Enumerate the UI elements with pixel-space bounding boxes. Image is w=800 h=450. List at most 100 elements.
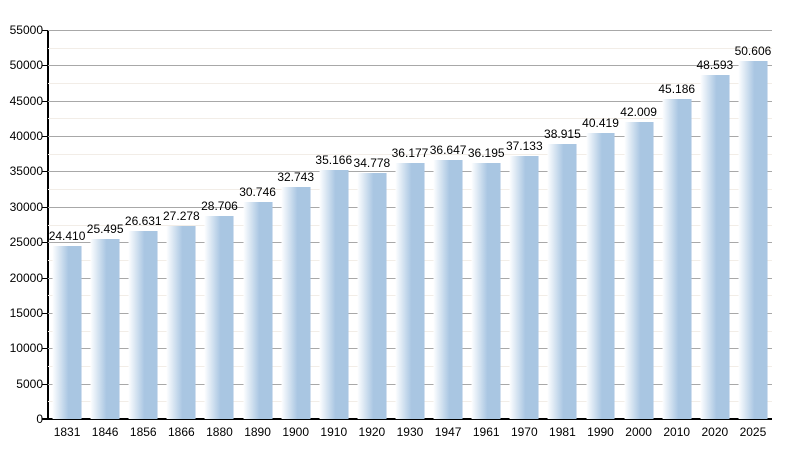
x-axis-tick-label: 2000 — [625, 425, 652, 439]
y-axis-tick-mark — [42, 277, 48, 279]
y-axis-tick-mark — [42, 100, 48, 102]
bar-slot-1846: 25.495 1846 — [86, 30, 124, 439]
bar-value-label: 35.166 — [315, 153, 353, 168]
y-gridline-major — [48, 30, 772, 31]
y-axis-tick-mark — [42, 383, 48, 385]
x-axis-tick-label: 1990 — [587, 425, 614, 439]
y-axis-tick-mark — [42, 136, 48, 138]
bar-slot-2025: 50.606 2025 — [734, 30, 772, 439]
bar-1856 — [128, 230, 158, 419]
bar-1920 — [357, 173, 387, 419]
y-gridline-major — [48, 136, 772, 138]
x-axis-tick-label: 1970 — [510, 425, 538, 439]
y-axis-tick-mark — [42, 348, 48, 350]
bar-slot-1856: 26.631 1856 — [124, 30, 162, 439]
x-axis-tick-label: 1930 — [396, 425, 424, 439]
bar-value-label: 38.915 — [544, 126, 581, 141]
bar-1831 — [52, 246, 82, 419]
x-axis-tick-label: 2020 — [701, 425, 729, 439]
y-axis-tick-label: 15000 — [9, 305, 43, 320]
bar-slot-1900: 32.743 1900 — [277, 30, 315, 439]
bar-1930 — [395, 163, 425, 419]
y-axis-tick-label: 50000 — [9, 58, 43, 73]
bar-2025 — [738, 61, 768, 419]
y-gridline-major — [48, 65, 772, 67]
bar-slot-1910: 35.166 1910 — [315, 30, 353, 439]
bar-1981 — [547, 143, 577, 419]
bar-slot-1947: 36.647 1947 — [429, 30, 467, 439]
x-axis-tick-label: 1856 — [129, 425, 157, 439]
bar-1866 — [166, 226, 196, 419]
bar-slot-1981: 38.915 1981 — [543, 30, 581, 439]
x-axis-tick-label: 1890 — [244, 425, 271, 439]
bar-1947 — [433, 159, 463, 419]
bar-value-label: 32.743 — [277, 170, 315, 185]
bar-slot-2000: 42.009 2000 — [620, 30, 658, 439]
plot-area: 24.410 1831 25.495 1846 26.631 1856 27.278 1866… — [42, 30, 772, 439]
y-axis-tick-label: 30000 — [9, 199, 43, 214]
bar-1961 — [471, 163, 501, 419]
bar-value-label: 34.778 — [353, 156, 391, 171]
bar-1970 — [509, 156, 539, 419]
x-axis-tick-label: 1831 — [53, 425, 81, 439]
y-axis-tick-mark — [42, 30, 48, 31]
x-axis-tick-label: 1981 — [549, 425, 576, 439]
bar-slot-2010: 45.186 2010 — [658, 30, 696, 439]
y-gridline-minor — [48, 83, 772, 85]
y-axis-tick-label: 45000 — [9, 93, 43, 108]
x-axis-line — [42, 418, 772, 420]
bar-2020 — [700, 75, 730, 419]
bar-slot-1930: 36.177 1930 — [391, 30, 429, 439]
bar-value-label: 36.195 — [467, 146, 505, 161]
bar-2010 — [662, 99, 692, 419]
y-axis-tick-mark — [42, 419, 48, 420]
x-axis-tick-label: 2010 — [663, 425, 691, 439]
y-axis-tick-label: 35000 — [9, 164, 43, 179]
y-axis-line — [47, 30, 49, 419]
bar-slot-1961: 36.195 1961 — [467, 30, 505, 439]
y-axis-tick-label: 20000 — [9, 270, 43, 285]
bar-value-label: 24.410 — [48, 229, 86, 244]
y-axis-labels: 0 5000 10000 15000 20000 25000 30000 35000 40000… — [0, 0, 43, 450]
y-axis-tick-label: 10000 — [9, 341, 43, 356]
y-gridline-minor — [48, 47, 772, 49]
bar-slot-1866: 27.278 1866 — [162, 30, 200, 439]
y-axis-tick-mark — [42, 65, 48, 67]
bar-value-label: 26.631 — [124, 213, 162, 228]
y-axis-tick-mark — [42, 171, 48, 173]
x-axis-tick-label: 1880 — [206, 425, 233, 439]
bar-value-label: 30.746 — [239, 184, 276, 199]
y-gridline-major — [48, 100, 772, 102]
bar-slot-1970: 37.133 1970 — [505, 30, 543, 439]
y-gridline-minor — [48, 118, 772, 120]
bar-1846 — [90, 238, 120, 419]
x-axis-tick-label: 1920 — [358, 425, 386, 439]
bar-value-label: 36.177 — [391, 146, 429, 161]
bar-1880 — [204, 215, 234, 419]
y-axis-tick-label: 0 — [36, 412, 43, 426]
bar-value-label: 40.419 — [582, 116, 619, 131]
bar-slot-1920: 34.778 1920 — [353, 30, 391, 439]
bar-1910 — [319, 170, 349, 419]
bar-value-label: 27.278 — [163, 209, 200, 224]
bar-value-label: 28.706 — [201, 198, 238, 213]
bar-value-label: 37.133 — [505, 139, 543, 154]
x-axis-tick-label: 1900 — [282, 425, 310, 439]
y-axis-tick-mark — [42, 242, 48, 244]
bar-value-label: 48.593 — [696, 58, 734, 73]
bar-slot-1831: 24.410 1831 — [48, 30, 86, 439]
bar-slot-1990: 40.419 1990 — [581, 30, 619, 439]
x-axis-tick-label: 1947 — [434, 425, 462, 439]
bar-slot-1880: 28.706 1880 — [200, 30, 238, 439]
bar-2000 — [624, 121, 654, 419]
y-axis-tick-label: 5000 — [16, 376, 43, 391]
bar-slot-1890: 30.746 1890 — [239, 30, 277, 439]
bar-value-label: 25.495 — [86, 221, 124, 236]
y-axis-tick-label: 55000 — [9, 23, 43, 37]
y-gridline-minor — [48, 153, 772, 155]
x-axis-tick-label: 1910 — [320, 425, 348, 439]
bar-value-label: 36.647 — [429, 142, 467, 157]
bar-value-label: 45.186 — [658, 82, 696, 97]
bar-value-label: 42.009 — [620, 104, 657, 119]
y-axis-tick-mark — [42, 206, 48, 208]
